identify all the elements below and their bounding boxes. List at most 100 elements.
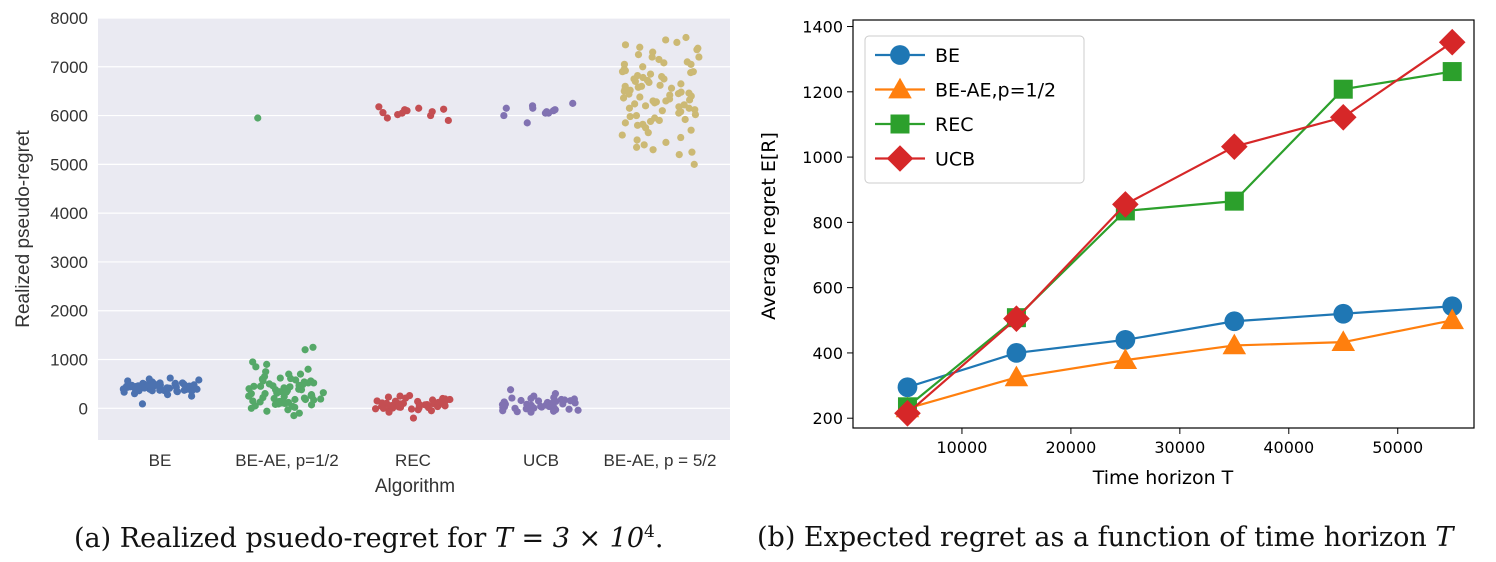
data-point xyxy=(673,38,681,46)
data-point xyxy=(290,412,298,420)
legend-marker xyxy=(886,145,914,172)
data-point xyxy=(1329,103,1357,131)
data-point xyxy=(682,33,690,42)
data-point xyxy=(384,393,393,401)
data-point xyxy=(173,387,181,395)
data-point xyxy=(667,84,676,92)
data-point xyxy=(270,394,278,403)
data-point xyxy=(625,104,634,112)
data-point xyxy=(523,119,531,127)
data-point xyxy=(530,392,538,400)
data-point xyxy=(618,131,626,139)
data-point xyxy=(1440,308,1464,330)
data-point xyxy=(619,94,628,102)
data-point xyxy=(307,401,316,409)
data-point xyxy=(1004,365,1029,387)
series-line xyxy=(906,70,1453,408)
y-tick-label: 200 xyxy=(812,409,843,428)
y-tick-label: 4000 xyxy=(50,204,88,223)
data-point xyxy=(662,138,670,147)
data-point xyxy=(134,382,142,390)
legend-box xyxy=(864,35,1085,184)
data-point xyxy=(655,116,663,125)
data-point xyxy=(317,395,325,403)
data-point xyxy=(660,59,668,67)
data-point xyxy=(660,75,668,83)
data-point xyxy=(383,114,391,122)
data-point xyxy=(1115,329,1136,350)
data-point xyxy=(674,90,683,98)
data-point xyxy=(675,151,683,159)
data-point xyxy=(281,399,289,408)
data-point xyxy=(687,60,695,68)
legend-marker xyxy=(890,114,910,134)
x-tick-label: 30000 xyxy=(1154,438,1205,457)
series-line xyxy=(906,41,1453,415)
data-point xyxy=(295,381,303,389)
data-point xyxy=(1113,348,1138,369)
data-point xyxy=(287,374,295,383)
data-point xyxy=(662,36,670,44)
caption-a: (a) Realized psuedo-regret for T = 3 × 1… xyxy=(74,522,663,554)
data-point xyxy=(501,400,509,408)
data-point xyxy=(574,406,582,414)
data-point xyxy=(180,380,188,388)
data-point xyxy=(282,388,290,396)
data-point xyxy=(630,75,638,83)
x-axis-label: Time horizon T xyxy=(1092,467,1234,489)
data-point xyxy=(1438,28,1466,56)
data-point xyxy=(651,99,659,107)
data-point xyxy=(569,99,577,107)
data-point xyxy=(1442,296,1463,317)
data-point xyxy=(296,370,305,378)
x-tick-label: 10000 xyxy=(936,438,987,457)
x-tick-label: 50000 xyxy=(1372,438,1423,457)
data-point xyxy=(263,407,271,415)
data-point xyxy=(409,414,418,422)
data-point xyxy=(434,398,442,407)
y-tick-label: 1000 xyxy=(802,148,843,167)
data-point xyxy=(403,107,411,115)
data-point xyxy=(379,109,387,117)
data-point xyxy=(646,117,655,126)
data-point xyxy=(263,360,271,368)
data-point xyxy=(641,102,650,110)
data-point xyxy=(424,403,433,412)
data-point xyxy=(309,343,317,351)
data-point xyxy=(245,392,253,400)
data-point xyxy=(254,114,262,122)
line-plot-panel: 200 400 600 800 1000 1200 1400 10000 20000 30000 4… xyxy=(758,18,1475,489)
data-point xyxy=(508,394,516,402)
data-point xyxy=(639,63,647,71)
data-point xyxy=(691,110,700,119)
data-point xyxy=(620,60,629,68)
data-point xyxy=(147,382,155,390)
data-point xyxy=(291,395,299,404)
data-point xyxy=(541,109,550,117)
y-tick-label: 0 xyxy=(79,399,88,418)
data-point xyxy=(677,133,685,142)
data-point xyxy=(633,121,642,129)
data-point xyxy=(677,80,685,88)
data-point xyxy=(695,53,703,61)
data-point xyxy=(396,392,404,400)
y-tick-label: 8000 xyxy=(50,9,88,28)
y-tick-label: 5000 xyxy=(50,155,88,174)
data-point xyxy=(636,43,644,51)
data-point xyxy=(687,69,695,77)
data-point xyxy=(276,374,284,382)
data-point xyxy=(145,375,153,383)
data-point xyxy=(546,402,554,410)
data-point xyxy=(656,81,664,89)
y-tick-label: 800 xyxy=(812,213,843,232)
series-line xyxy=(907,305,1453,389)
data-point xyxy=(193,385,201,393)
data-point xyxy=(897,377,918,398)
data-point xyxy=(529,104,537,112)
data-point xyxy=(621,41,630,49)
data-point xyxy=(444,116,452,125)
legend: BE BE-AE,p=1/2 REC UCB xyxy=(864,35,1085,184)
data-point xyxy=(427,111,435,120)
y-tick-label: 3000 xyxy=(50,253,88,272)
x-tick-label: BE xyxy=(149,451,172,470)
